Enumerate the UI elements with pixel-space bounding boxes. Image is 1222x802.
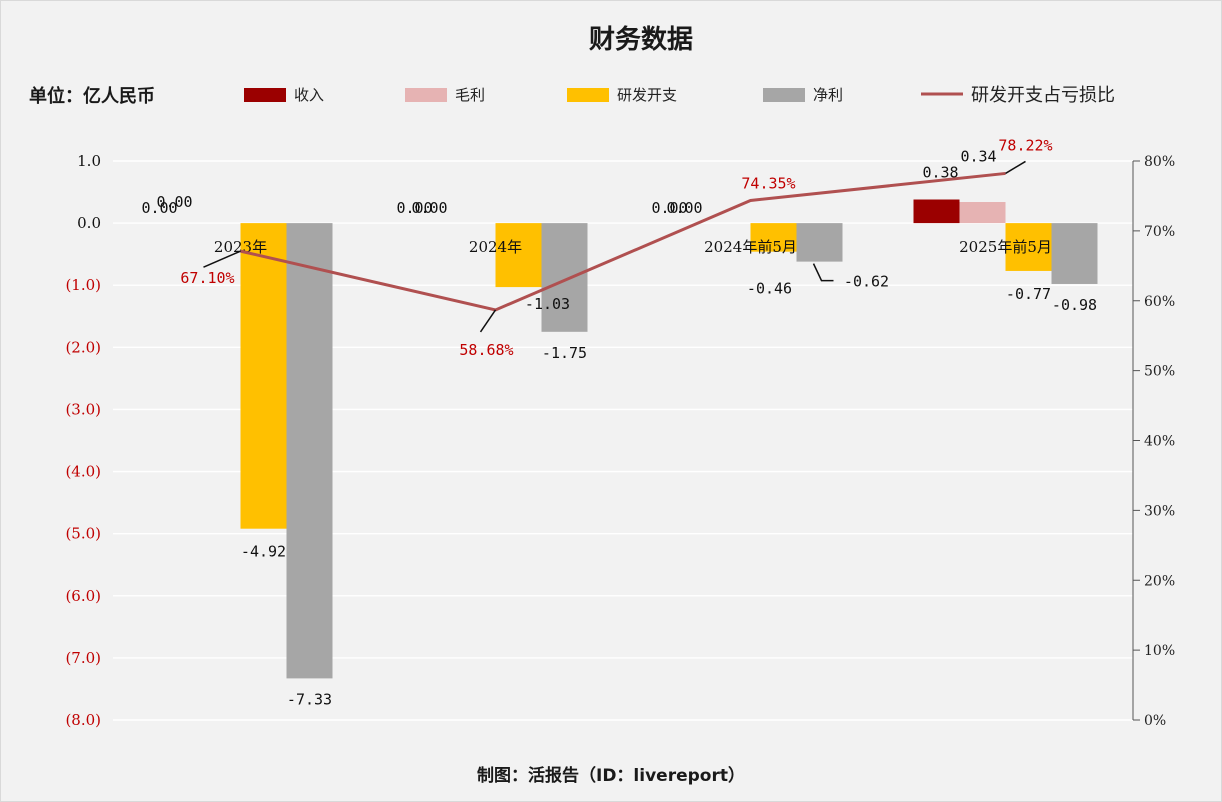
bar-value-label: -0.77 bbox=[1006, 285, 1051, 303]
legend-swatch bbox=[244, 88, 286, 102]
left-tick-label: (7.0) bbox=[65, 649, 101, 667]
legend-swatch bbox=[567, 88, 609, 102]
legend-label: 毛利 bbox=[455, 86, 485, 104]
bar bbox=[750, 223, 797, 252]
left-tick-label: (2.0) bbox=[65, 338, 101, 356]
left-tick-label: (4.0) bbox=[65, 463, 101, 481]
bar-value-label: 0.38 bbox=[922, 164, 958, 182]
left-tick-label: (6.0) bbox=[65, 587, 101, 605]
chart-title: 财务数据 bbox=[589, 25, 693, 55]
bar bbox=[796, 223, 843, 262]
right-tick-label: 70% bbox=[1144, 224, 1175, 240]
left-tick-label: (8.0) bbox=[65, 711, 101, 729]
bar-value-label: -1.75 bbox=[542, 344, 587, 362]
bar-value-label: 0.00 bbox=[156, 193, 192, 211]
ratio-value-label: 78.22% bbox=[998, 136, 1052, 154]
category-label: 2023年 bbox=[214, 238, 267, 256]
bar bbox=[286, 223, 333, 679]
bar-value-label: 0.00 bbox=[396, 199, 432, 217]
bar-value-label: -4.92 bbox=[241, 543, 286, 561]
legend-label: 收入 bbox=[294, 86, 324, 104]
bar bbox=[913, 199, 960, 224]
right-tick-label: 60% bbox=[1144, 294, 1175, 310]
legend-swatch bbox=[405, 88, 447, 102]
left-axis: 1.0 0.0 (1.0) (2.0) (3.0) (4.0) (5.0) (6.0) (7.0… bbox=[65, 152, 101, 729]
bar-value-label: -7.33 bbox=[287, 690, 332, 708]
category-label: 2025年前5月 bbox=[959, 238, 1052, 256]
bar bbox=[240, 223, 287, 529]
data-labels: 0.00 0.00 0.000.380.00 0.00 0.000.34-4.92-1.… bbox=[141, 136, 1097, 708]
right-tick-label: 0% bbox=[1144, 713, 1166, 729]
bar-value-label: -0.98 bbox=[1052, 296, 1097, 314]
legend-label: 研发开支占亏损比 bbox=[971, 85, 1115, 106]
right-tick-label: 30% bbox=[1144, 503, 1175, 519]
bar-value-label: 0.00 bbox=[411, 199, 447, 217]
right-axis: 80% 70% 60% 50% 40% 30% 20% 10% 0% bbox=[1132, 154, 1175, 729]
bar-value-label: 0.00 bbox=[651, 199, 687, 217]
leader-line bbox=[479, 309, 497, 333]
category-label: 2024年 bbox=[469, 238, 522, 256]
category-label: 2024年前5月 bbox=[704, 238, 797, 256]
bar-value-label: -0.62 bbox=[844, 273, 889, 291]
right-tick-label: 10% bbox=[1144, 643, 1175, 659]
left-tick-label: 1.0 bbox=[77, 152, 101, 170]
bar-value-label: 0.00 bbox=[141, 199, 177, 217]
right-tick-label: 50% bbox=[1144, 364, 1175, 380]
legend: 收入 毛利 研发开支 净利 研发开支占亏损比 bbox=[244, 85, 1115, 106]
bar bbox=[1005, 223, 1052, 271]
category-labels: 2023年 2024年 2024年前5月 2025年前5月 bbox=[214, 238, 1052, 256]
leader-line bbox=[203, 250, 241, 268]
leader-line bbox=[1005, 160, 1026, 175]
bar bbox=[959, 201, 1006, 224]
legend-swatch bbox=[763, 88, 805, 102]
legend-label: 研发开支 bbox=[617, 86, 677, 104]
left-tick-label: (1.0) bbox=[65, 276, 101, 294]
unit-label: 单位：亿人民币 bbox=[29, 85, 155, 107]
bar bbox=[1051, 223, 1098, 284]
right-tick-label: 20% bbox=[1144, 573, 1175, 589]
leader-line bbox=[812, 263, 834, 282]
line-layer bbox=[240, 171, 1006, 312]
legend-label: 净利 bbox=[813, 86, 843, 104]
ratio-line bbox=[240, 171, 1006, 312]
bar-value-label: 0.00 bbox=[666, 199, 702, 217]
right-tick-label: 40% bbox=[1144, 434, 1175, 450]
bar-value-label: -1.03 bbox=[525, 295, 570, 313]
bar bbox=[541, 223, 588, 332]
bar-value-label: -0.46 bbox=[747, 280, 792, 298]
bar-value-label: 0.34 bbox=[960, 148, 996, 166]
left-tick-label: (5.0) bbox=[65, 525, 101, 543]
bars bbox=[240, 199, 1098, 679]
bar bbox=[495, 223, 542, 288]
ratio-value-label: 67.10% bbox=[180, 269, 234, 287]
footer-credit: 制图：活报告（ID：livereport） bbox=[477, 765, 745, 786]
left-tick-label: (3.0) bbox=[65, 400, 101, 418]
ratio-value-label: 58.68% bbox=[459, 341, 513, 359]
left-tick-label: 0.0 bbox=[77, 214, 101, 232]
right-tick-label: 80% bbox=[1144, 154, 1175, 170]
ratio-value-label: 74.35% bbox=[741, 174, 795, 192]
